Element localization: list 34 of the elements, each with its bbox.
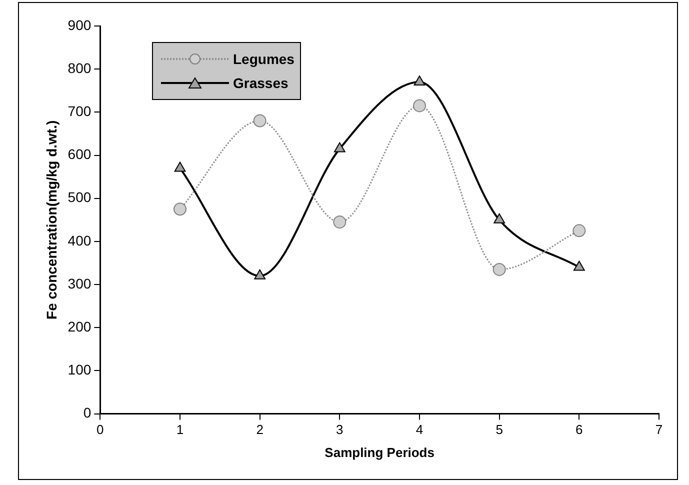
x-axis-title: Sampling Periods: [324, 444, 434, 460]
legend-label: Grasses: [233, 75, 288, 91]
x-tick-label: 7: [655, 422, 663, 438]
y-tick-label: 200: [68, 318, 92, 334]
x-tick-label: 0: [96, 422, 104, 438]
point: [254, 269, 266, 280]
y-tick-label: 800: [68, 60, 92, 76]
y-tick-label: 500: [68, 189, 92, 206]
point: [414, 76, 426, 86]
point: [333, 216, 346, 229]
point: [492, 262, 506, 276]
x-tick-label: 6: [576, 422, 583, 438]
point: [174, 162, 186, 172]
x-tick-label: 2: [256, 422, 264, 438]
x-tick-label: 5: [496, 422, 503, 438]
point: [334, 142, 346, 152]
point: [573, 260, 585, 271]
x-tick-label: 3: [336, 422, 344, 438]
point: [253, 114, 266, 128]
y-tick-label: 300: [68, 275, 92, 292]
y-tick-label: 900: [68, 16, 92, 33]
legend-label: Legumes: [233, 51, 294, 67]
y-tick-label: 600: [68, 146, 92, 162]
point: [494, 213, 506, 224]
point: [173, 202, 186, 216]
y-tick-label: 700: [68, 103, 92, 120]
y-axis-title: Fe concentration(mg/kg d.wt.): [43, 120, 60, 320]
y-tick-label: 400: [68, 232, 92, 248]
point: [412, 99, 426, 112]
y-tick-label: 100: [68, 362, 92, 378]
x-tick-label: 1: [176, 422, 184, 438]
y-tick-label: 0: [83, 404, 92, 421]
point: [572, 224, 586, 238]
x-tick-label: 4: [416, 422, 424, 438]
